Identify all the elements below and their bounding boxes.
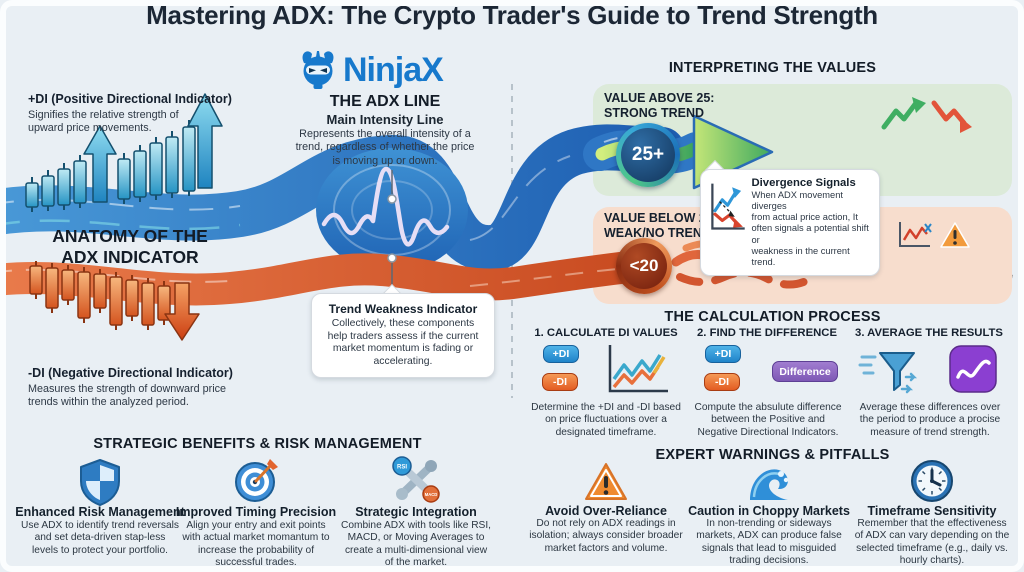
warnings-heading: EXPERT WARNINGS & PITFALLS <box>655 447 890 463</box>
benefit-2-desc: Align your entry and exit points with ac… <box>182 520 330 569</box>
trend-weakness-card: Trend Weakness Indicator Collectively, t… <box>311 293 495 378</box>
adx-ribbon-orange <box>0 249 662 306</box>
divergence-desc: When ADX movement diverges from actual p… <box>751 190 869 267</box>
adx-20-badge: <20 <box>616 238 672 294</box>
target-dart-icon <box>235 459 278 502</box>
plus-di-chip: +DI <box>543 345 579 363</box>
benefit-2-title: Improved Timing Precision <box>175 505 337 519</box>
benefit-1-title: Enhanced Risk Management <box>15 505 185 519</box>
plus-di-title: +DI (Positive Directional Indicator) <box>28 92 232 106</box>
clock-icon <box>911 460 953 502</box>
calc-step-1-title: 1. CALCULATE DI VALUES <box>534 327 678 339</box>
page-title: Mastering ADX: The Crypto Trader's Guide… <box>146 0 878 30</box>
plus-di-chip: +DI <box>705 345 741 363</box>
macd-label: MACD <box>425 492 438 497</box>
benefit-1-desc: Use ADX to identify trend reversals and … <box>21 520 179 556</box>
minus-di-desc: Measures the strength of downward price … <box>28 383 227 409</box>
warning-1-title: Avoid Over-Reliance <box>545 504 667 518</box>
calc-step-2-desc: Compute the absulute difference between … <box>694 402 842 438</box>
above-25-label: VALUE ABOVE 25: STRONG TREND <box>604 91 715 120</box>
adx-pulse-line <box>321 166 450 247</box>
di-lines-chart-icon <box>608 345 668 393</box>
calc-step-3-desc: Average these differences over the perio… <box>859 402 1001 438</box>
connector-lines <box>387 170 397 292</box>
plus-di-desc: Signifies the relative strength of upwar… <box>28 109 179 135</box>
minus-di-title: -DI (Negative Directional Indicator) <box>28 366 233 380</box>
benefits-heading: STRATEGIC BENEFITS & RISK MANAGEMENT <box>93 436 422 452</box>
trend-up-down-icons <box>881 97 972 133</box>
warning-triangle-icon <box>585 463 627 500</box>
divergence-title: Divergence Signals <box>751 177 856 189</box>
badge-25-value: 25+ <box>631 144 665 165</box>
calc-step-2-title: 2. FIND THE DIFFERENCE <box>697 327 837 339</box>
badge-20-value: <20 <box>629 256 659 275</box>
adx-line-desc: Represents the overall intensity of a tr… <box>295 128 475 167</box>
calc-step-3-title: 3. AVERAGE THE RESULTS <box>855 327 1003 339</box>
warning-1-desc: Do not rely on ADX readings in isolation… <box>529 518 683 554</box>
divergence-signals-card: Divergence Signals When ADX movement div… <box>700 169 880 277</box>
shield-icon <box>80 459 120 506</box>
divergence-chart-icon <box>711 183 745 230</box>
warning-3-desc: Remember that the effectiveness of ADX c… <box>854 518 1010 567</box>
ninja-mascot-icon <box>302 51 334 89</box>
benefit-3-title: Strategic Integration <box>355 505 477 519</box>
bearish-candles <box>29 261 200 341</box>
funnel-average-icon <box>858 352 918 394</box>
trend-weakness-title: Trend Weakness Indicator <box>328 302 478 316</box>
warning-3-title: Timeframe Sensitivity <box>867 504 997 518</box>
adx-line-subtitle: Main Intensity Line <box>326 112 444 127</box>
interpreting-heading: INTERPRETING THE VALUES <box>668 60 877 76</box>
adx-line-title: THE ADX LINE <box>329 93 441 110</box>
wave-icon <box>750 469 789 500</box>
up-arrow <box>83 125 117 203</box>
minus-di-chip: -DI <box>542 373 578 391</box>
anatomy-heading: ANATOMY OF THE ADX INDICATOR <box>52 226 208 267</box>
down-arrow <box>164 282 200 341</box>
calculation-heading: THE CALCULATION PROCESS <box>664 309 881 325</box>
choppy-chart-warning-icons <box>899 222 970 248</box>
trend-weakness-desc: Collectively, these components help trad… <box>327 318 479 368</box>
brand-logo: NinjaX <box>298 47 444 93</box>
calc-step-1-desc: Determine the +DI and -DI based on price… <box>531 402 681 438</box>
wrench-integration-icon: RSI MACD <box>392 456 440 503</box>
warning-2-title: Caution in Choppy Markets <box>688 504 850 518</box>
brand-name: NinjaX <box>343 50 444 89</box>
rsi-label: RSI <box>397 465 407 471</box>
smoothed-line-chart-icon <box>949 345 997 393</box>
difference-chip: Difference <box>772 361 838 382</box>
adx-25-badge: 25+ <box>616 123 680 187</box>
minus-di-chip: -DI <box>704 373 740 391</box>
benefit-3-desc: Combine ADX with tools like RSI, MACD, o… <box>340 520 492 569</box>
warning-2-desc: In non-trending or sideways markets, ADX… <box>696 518 842 567</box>
